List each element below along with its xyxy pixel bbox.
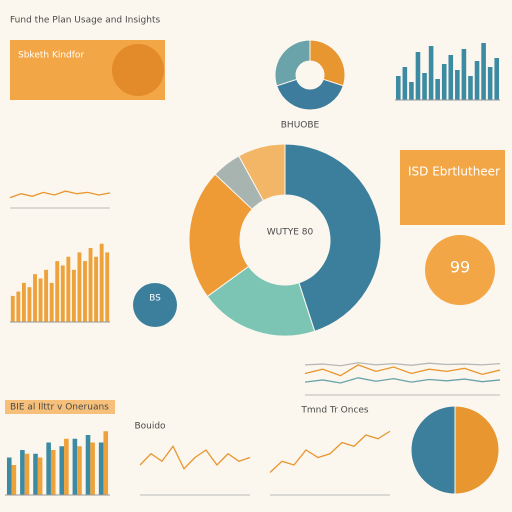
bar (20, 450, 25, 495)
pie-slice (238, 143, 286, 202)
bar (441, 64, 447, 100)
bar (38, 278, 43, 322)
bar (11, 465, 17, 495)
bar (27, 287, 32, 322)
bar (50, 450, 56, 495)
bar (90, 442, 95, 495)
bar (49, 282, 54, 322)
panel-text: ISD Ebrtlutheer (408, 165, 500, 179)
bar (77, 252, 82, 322)
pie-slice (454, 405, 500, 495)
bar (409, 82, 414, 100)
panel-text: Sbketh Kindfor (18, 51, 84, 61)
pie-slice (188, 173, 253, 298)
chart-title: Tmnd Tr Onces (300, 406, 369, 416)
bar (494, 58, 500, 100)
pie-slice (410, 405, 456, 495)
pie-slice (309, 39, 346, 87)
bar (21, 282, 26, 322)
bar (487, 67, 493, 100)
bar (415, 52, 421, 100)
line (304, 364, 501, 377)
bar (6, 457, 12, 495)
line (304, 362, 501, 367)
header: Fund the Plan Usage and Insights (10, 16, 160, 26)
bar (37, 457, 43, 495)
bar (455, 70, 460, 100)
bar (55, 261, 60, 322)
bar (98, 442, 104, 495)
bar (83, 261, 87, 322)
bar (60, 265, 65, 322)
line (304, 377, 501, 384)
bar (402, 67, 408, 100)
chart-title: BHUOBE (281, 121, 320, 131)
panel-text: BIE al Ilttr v Oneruans (10, 403, 109, 413)
bar (33, 453, 38, 495)
line (139, 444, 251, 470)
bar (66, 256, 71, 322)
orange-circle (425, 235, 495, 305)
bar (16, 291, 21, 322)
bar (448, 55, 454, 100)
chart-title: WUTYE 80 (267, 228, 314, 238)
orange-panel (400, 150, 505, 225)
pie-slice (284, 143, 382, 332)
bar (99, 243, 104, 322)
pie-slice (276, 78, 344, 111)
panel-circle (112, 44, 164, 96)
bar (64, 438, 69, 495)
pie-slice (274, 39, 311, 87)
bar (59, 446, 65, 495)
bar (77, 446, 82, 495)
bar (481, 43, 486, 100)
bar (395, 76, 401, 100)
bar (428, 46, 434, 100)
bar (85, 435, 91, 495)
bar (10, 295, 15, 322)
bar (435, 79, 440, 100)
label-band (5, 400, 115, 414)
line (9, 190, 111, 199)
teal-circle (133, 283, 177, 327)
bar (88, 248, 93, 322)
bar (461, 49, 467, 100)
bar (44, 269, 49, 322)
chart-title: Bouido (134, 422, 166, 432)
line (269, 430, 391, 473)
bar (46, 442, 51, 495)
bar (71, 269, 76, 322)
bar (94, 256, 99, 322)
bar (474, 61, 480, 100)
bar (72, 438, 78, 495)
bar (24, 453, 30, 495)
circle-text: BS (149, 294, 161, 304)
bar (422, 73, 427, 100)
bar (105, 252, 110, 322)
bar (468, 76, 473, 100)
bar (33, 274, 37, 322)
bar (103, 431, 109, 495)
circle-text: 99 (450, 258, 470, 277)
